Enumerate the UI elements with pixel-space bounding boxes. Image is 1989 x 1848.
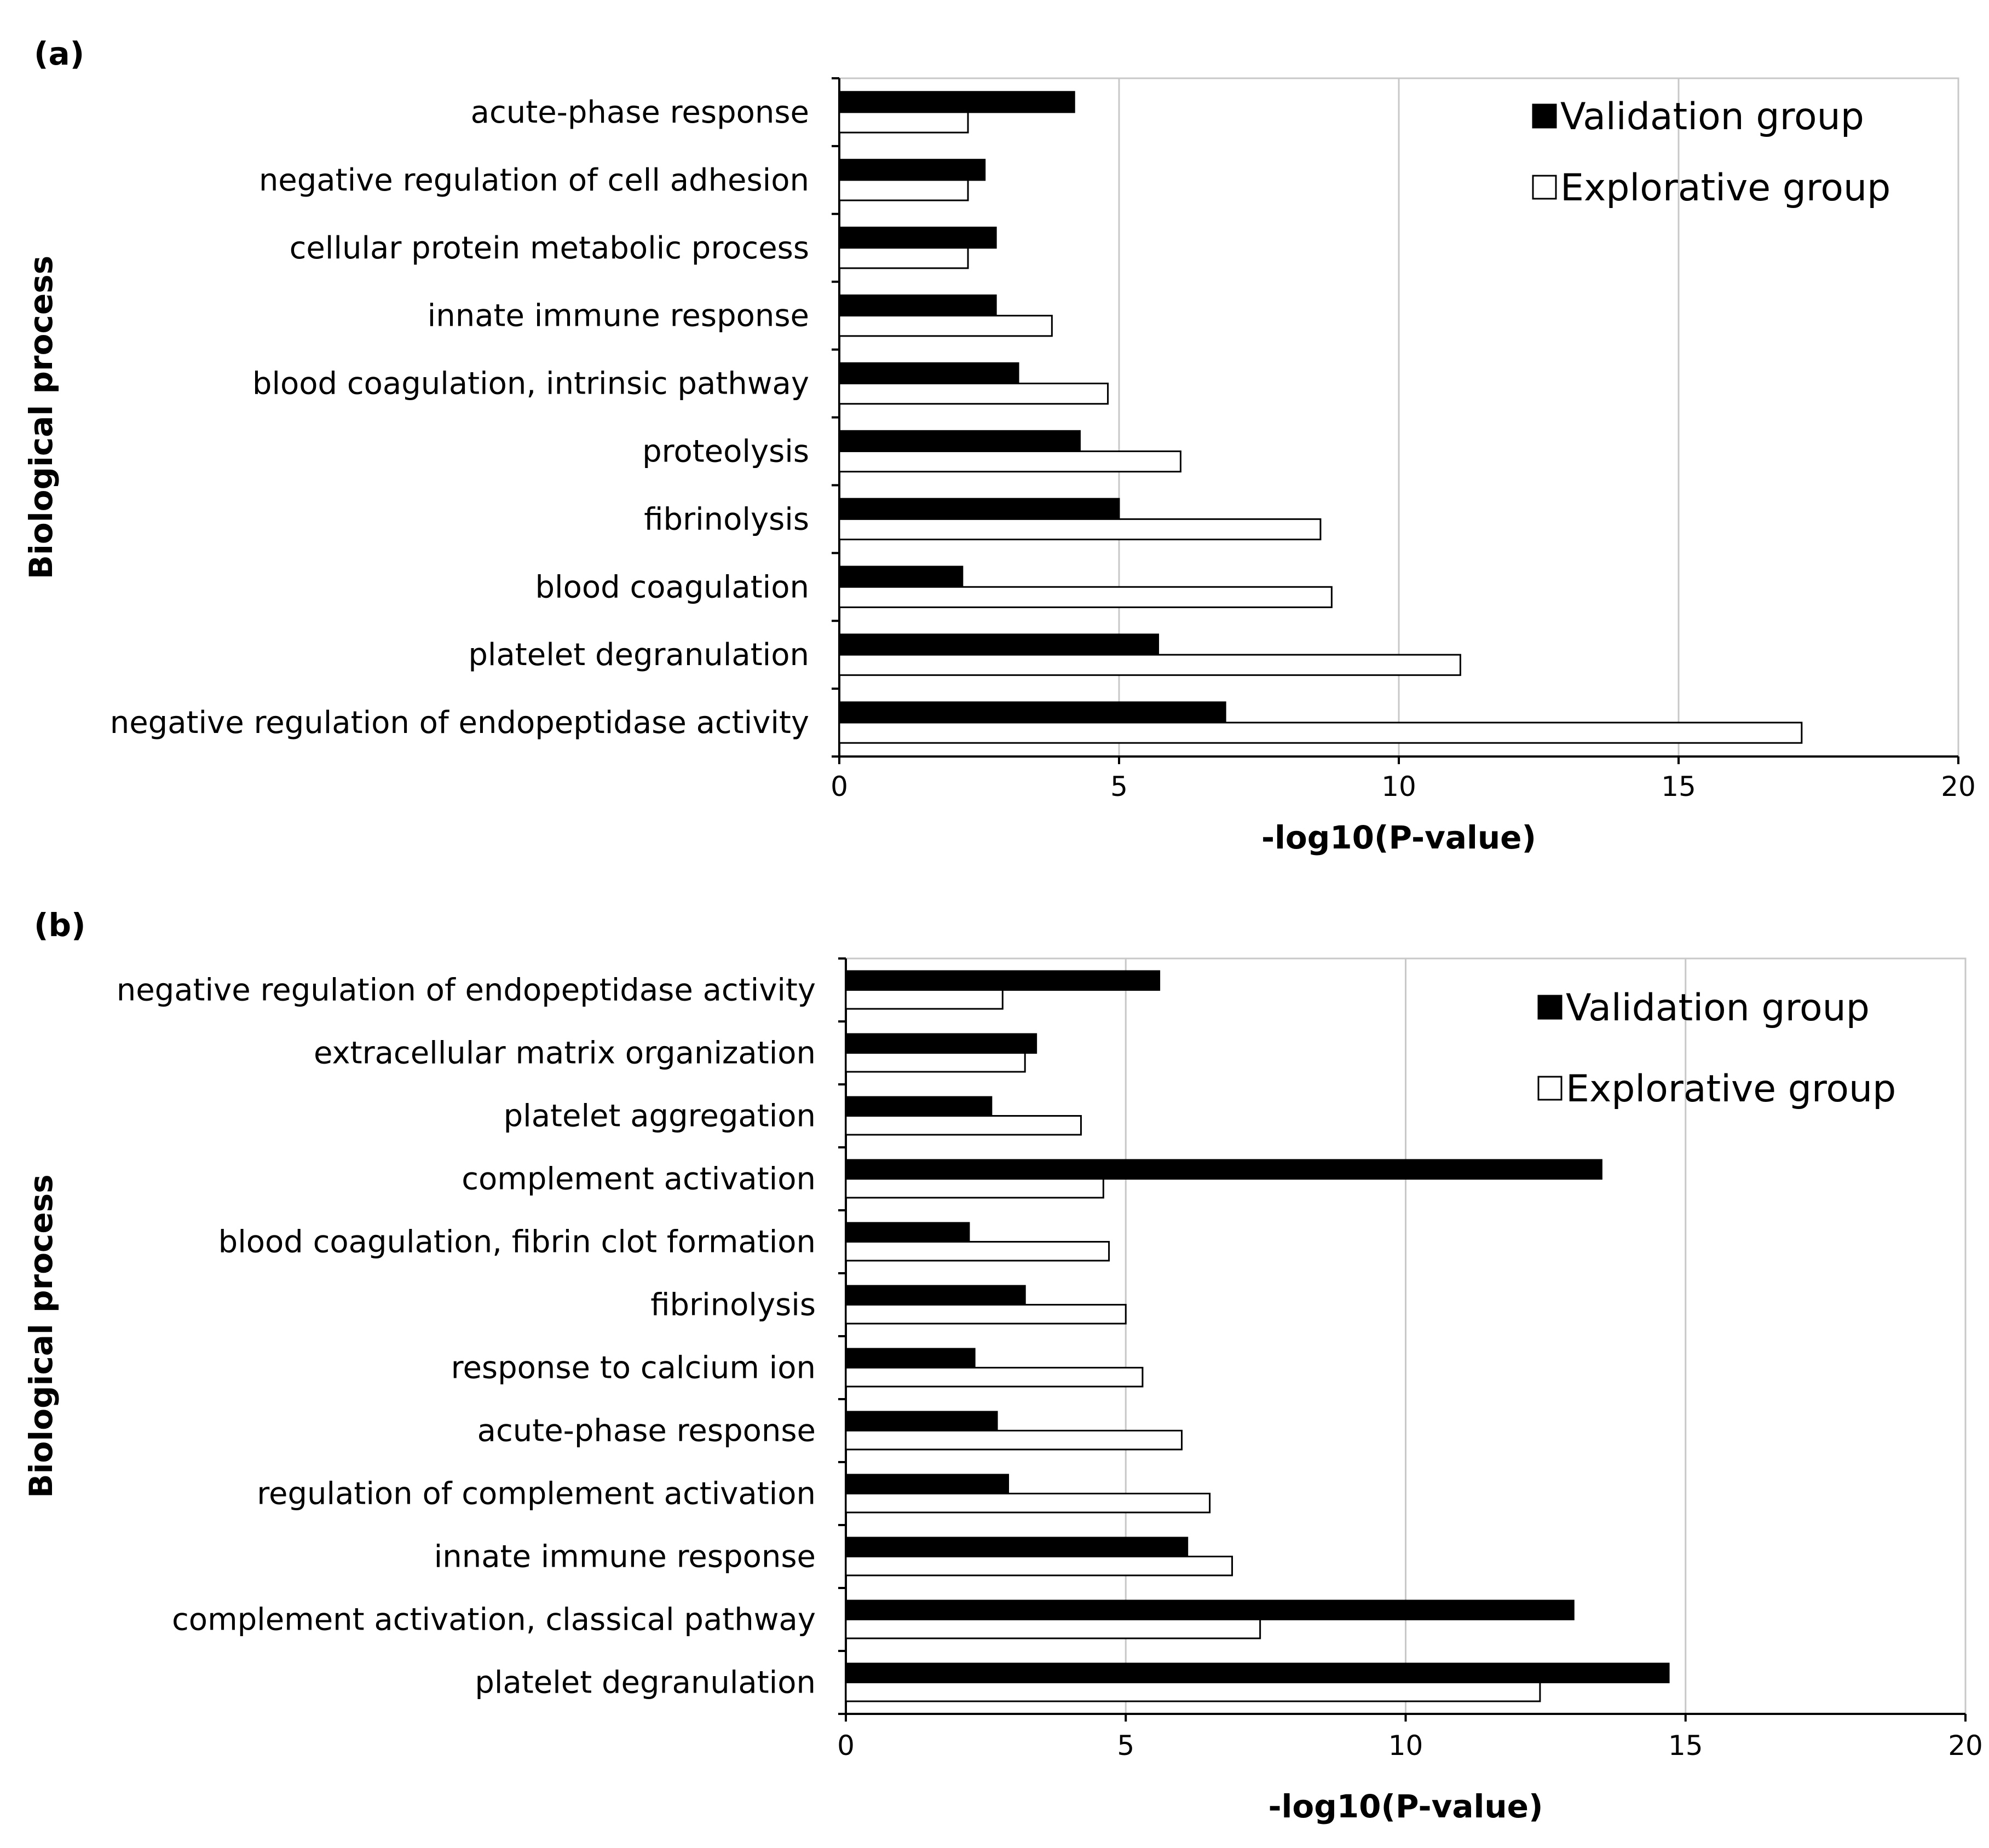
x-tick-label: 15 — [1668, 1730, 1703, 1762]
x-tick-label: 5 — [1117, 1730, 1134, 1762]
category-label: fibrinolysis — [644, 501, 809, 537]
category-label: response to calcium ion — [451, 1350, 816, 1386]
legend-swatch-validation — [1537, 995, 1563, 1020]
bar-validation — [845, 1411, 998, 1431]
x-tick-label: 0 — [831, 771, 848, 802]
x-tick-label: 5 — [1110, 771, 1128, 802]
bar-validation — [845, 1222, 970, 1243]
bar-validation — [845, 1159, 1602, 1180]
bar-explorative — [845, 1367, 1144, 1388]
bar-explorative — [845, 1556, 1233, 1576]
legend-label-validation: Validation group — [1560, 95, 1864, 138]
category-label: blood coagulation, fibrin clot formation — [218, 1225, 816, 1260]
bar-explorative — [845, 1682, 1541, 1702]
category-label: innate immune response — [428, 298, 809, 334]
x-tick-label: 10 — [1381, 771, 1416, 802]
bar-explorative — [838, 247, 969, 269]
x-tick-label: 10 — [1388, 1730, 1423, 1762]
legend-label-explorative: Explorative group — [1566, 1067, 1896, 1111]
x-axis-title: -log10(P-value) — [1268, 1788, 1543, 1825]
category-label: innate immune response — [434, 1539, 816, 1575]
bar-validation — [838, 701, 1226, 724]
x-tick-label: 20 — [1948, 1730, 1983, 1762]
category-label: extracellular matrix organization — [314, 1036, 816, 1071]
bar-validation — [838, 430, 1081, 452]
bar-validation — [845, 1033, 1037, 1054]
bar-explorative — [845, 1304, 1127, 1325]
bar-explorative — [845, 1241, 1110, 1262]
bar-explorative — [838, 654, 1461, 676]
bar-explorative — [845, 1115, 1082, 1136]
bar-explorative — [845, 1052, 1026, 1073]
y-axis-title: Biological process — [22, 256, 60, 579]
bar-validation — [845, 1096, 993, 1117]
category-label: fibrinolysis — [650, 1287, 816, 1323]
bar-validation — [838, 633, 1160, 656]
legend-swatch-validation — [1532, 103, 1557, 129]
category-label: cellular protein metabolic process — [290, 230, 809, 266]
y-axis-title: Biological process — [22, 1174, 60, 1498]
bar-validation — [838, 565, 964, 588]
x-tick-label: 0 — [837, 1730, 855, 1762]
category-label: blood coagulation, intrinsic pathway — [252, 366, 809, 402]
bar-validation — [838, 498, 1120, 520]
category-label: regulation of complement activation — [257, 1476, 816, 1512]
legend-swatch-explorative — [1532, 175, 1557, 200]
legend-label-explorative: Explorative group — [1560, 166, 1890, 210]
category-label: acute-phase response — [471, 95, 809, 130]
bar-explorative — [838, 450, 1181, 473]
bar-validation — [838, 294, 997, 317]
bar-explorative — [845, 989, 1004, 1010]
panel-label: (a) — [34, 35, 84, 72]
category-label: platelet degranulation — [475, 1665, 816, 1701]
bar-explorative — [838, 721, 1803, 744]
bar-validation — [845, 1662, 1670, 1683]
legend-swatch-explorative — [1537, 1076, 1563, 1101]
bar-validation — [845, 1474, 1010, 1494]
bar-explorative — [838, 518, 1322, 541]
bar-validation — [845, 970, 1161, 991]
x-tick-label: 15 — [1661, 771, 1696, 802]
bar-validation — [838, 91, 1075, 113]
x-tick-label: 20 — [1941, 771, 1976, 802]
panel-label: (b) — [34, 906, 86, 944]
bar-explorative — [845, 1178, 1104, 1199]
category-label: proteolysis — [642, 434, 809, 469]
category-label: negative regulation of cell adhesion — [259, 163, 809, 198]
category-label: acute-phase response — [477, 1413, 816, 1449]
legend-label-validation: Validation group — [1566, 986, 1870, 1030]
bar-explorative — [838, 315, 1053, 337]
bar-explorative — [838, 179, 969, 201]
bar-explorative — [845, 1493, 1211, 1514]
bar-validation — [838, 159, 986, 181]
category-label: complement activation, classical pathway — [172, 1602, 816, 1638]
bar-validation — [845, 1285, 1026, 1306]
bar-explorative — [838, 111, 969, 134]
bar-validation — [838, 362, 1019, 385]
category-label: negative regulation of endopeptidase act… — [110, 705, 809, 741]
category-label: platelet aggregation — [504, 1099, 816, 1134]
bar-validation — [845, 1348, 976, 1368]
bar-validation — [845, 1537, 1189, 1557]
x-axis-title: -log10(P-value) — [1261, 819, 1536, 856]
category-label: blood coagulation — [535, 569, 809, 605]
bar-validation — [845, 1599, 1575, 1620]
bar-explorative — [845, 1430, 1183, 1451]
bar-validation — [838, 227, 997, 249]
bar-explorative — [838, 383, 1109, 405]
bar-explorative — [845, 1619, 1261, 1639]
bar-explorative — [838, 586, 1333, 608]
category-label: platelet degranulation — [468, 637, 809, 673]
category-label: complement activation — [462, 1162, 816, 1197]
category-label: negative regulation of endopeptidase act… — [117, 973, 816, 1008]
